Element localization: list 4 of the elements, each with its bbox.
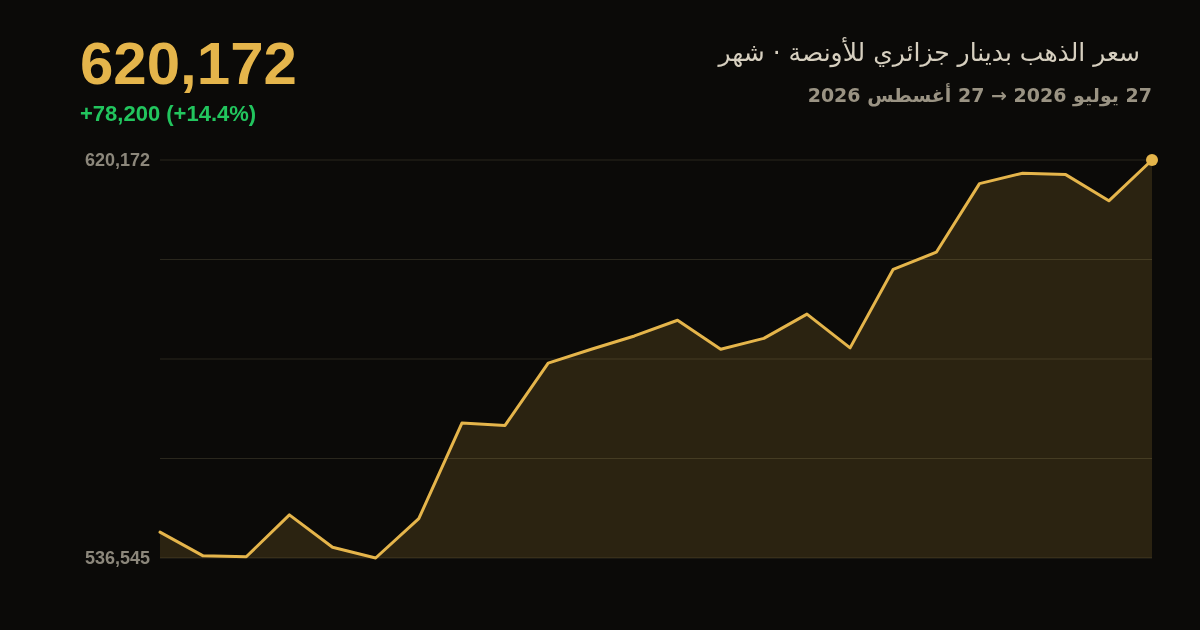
annotation: +78,200 (+14.4%) bbox=[80, 103, 257, 125]
y-tick-label: 536,545 bbox=[84, 549, 150, 567]
y-tick-label: 620,172 bbox=[84, 151, 150, 169]
annotation: 620,172 bbox=[80, 34, 297, 94]
